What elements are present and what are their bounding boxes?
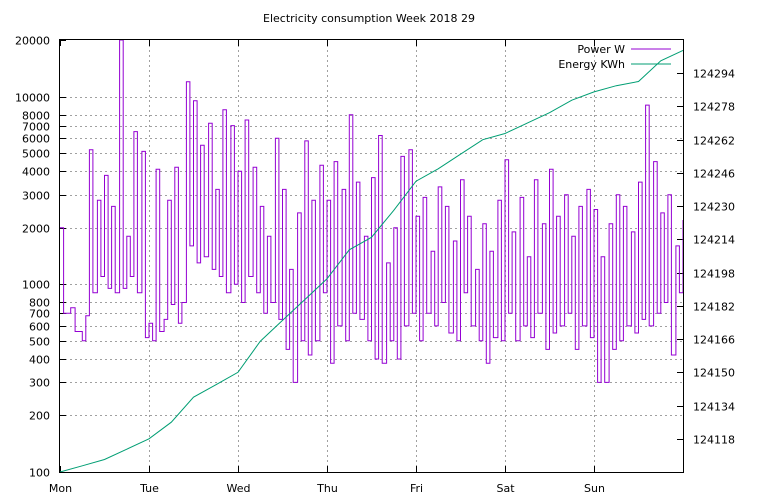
y-tick-label: 300	[29, 377, 50, 390]
x-tick-label: Thu	[316, 482, 338, 495]
y-tick-label: 4000	[22, 166, 50, 179]
legend-label: Power W	[577, 43, 625, 56]
y-tick-label: 700	[29, 308, 50, 321]
legend: Power W Energy KWh	[558, 43, 671, 71]
y2-tick-label: 124278	[693, 101, 735, 114]
x-tick-label: Wed	[227, 482, 251, 495]
series-energy-line	[59, 49, 684, 473]
x-tick-label: Tue	[139, 482, 159, 495]
y-tick-label: 3000	[22, 190, 50, 203]
y-tick-label: 800	[29, 297, 50, 310]
y-tick-label: 5000	[22, 148, 50, 161]
y2-tick-label: 124166	[693, 334, 735, 347]
y-tick-label: 2000	[22, 223, 50, 236]
y2-tick-label: 124294	[693, 68, 735, 81]
chart-title: Electricity consumption Week 2018 29	[263, 12, 475, 25]
y2-tick-label: 124214	[693, 234, 735, 247]
y2-tick-label: 124262	[693, 135, 735, 148]
y-tick-label: 20000	[15, 35, 50, 48]
y-tick-label: 7000	[22, 121, 50, 134]
y-tick-label: 1000	[22, 279, 50, 292]
x-tick-label: Sat	[496, 482, 515, 495]
series-power-line	[60, 39, 684, 383]
y2-tick-label: 124230	[693, 201, 735, 214]
legend-label: Energy KWh	[558, 58, 625, 71]
y-tick-label: 10000	[15, 92, 50, 105]
y2-tick-label: 124198	[693, 268, 735, 281]
y2-tick-label: 124118	[693, 434, 735, 447]
y2-tick-label: 124150	[693, 367, 735, 380]
x-tick-label: Sun	[584, 482, 605, 495]
y-tick-label: 500	[29, 336, 50, 349]
y-tick-label: 600	[29, 321, 50, 334]
series-layer	[59, 39, 684, 473]
x-tick-label: Mon	[49, 482, 72, 495]
y-tick-label: 6000	[22, 133, 50, 146]
y2-tick-label: 124246	[693, 168, 735, 181]
y2-tick-label: 124182	[693, 301, 735, 314]
plot-frame	[59, 39, 684, 473]
y2-tick-label: 124134	[693, 401, 735, 414]
y-tick-label: 400	[29, 354, 50, 367]
y-tick-label: 8000	[22, 110, 50, 123]
x-tick-label: Fri	[410, 482, 423, 495]
y-tick-label: 100	[29, 467, 50, 480]
y-tick-label: 200	[29, 410, 50, 423]
axes: Mon Tue Wed Thu Fri Sat Sun1002003004005006007…	[15, 35, 735, 496]
